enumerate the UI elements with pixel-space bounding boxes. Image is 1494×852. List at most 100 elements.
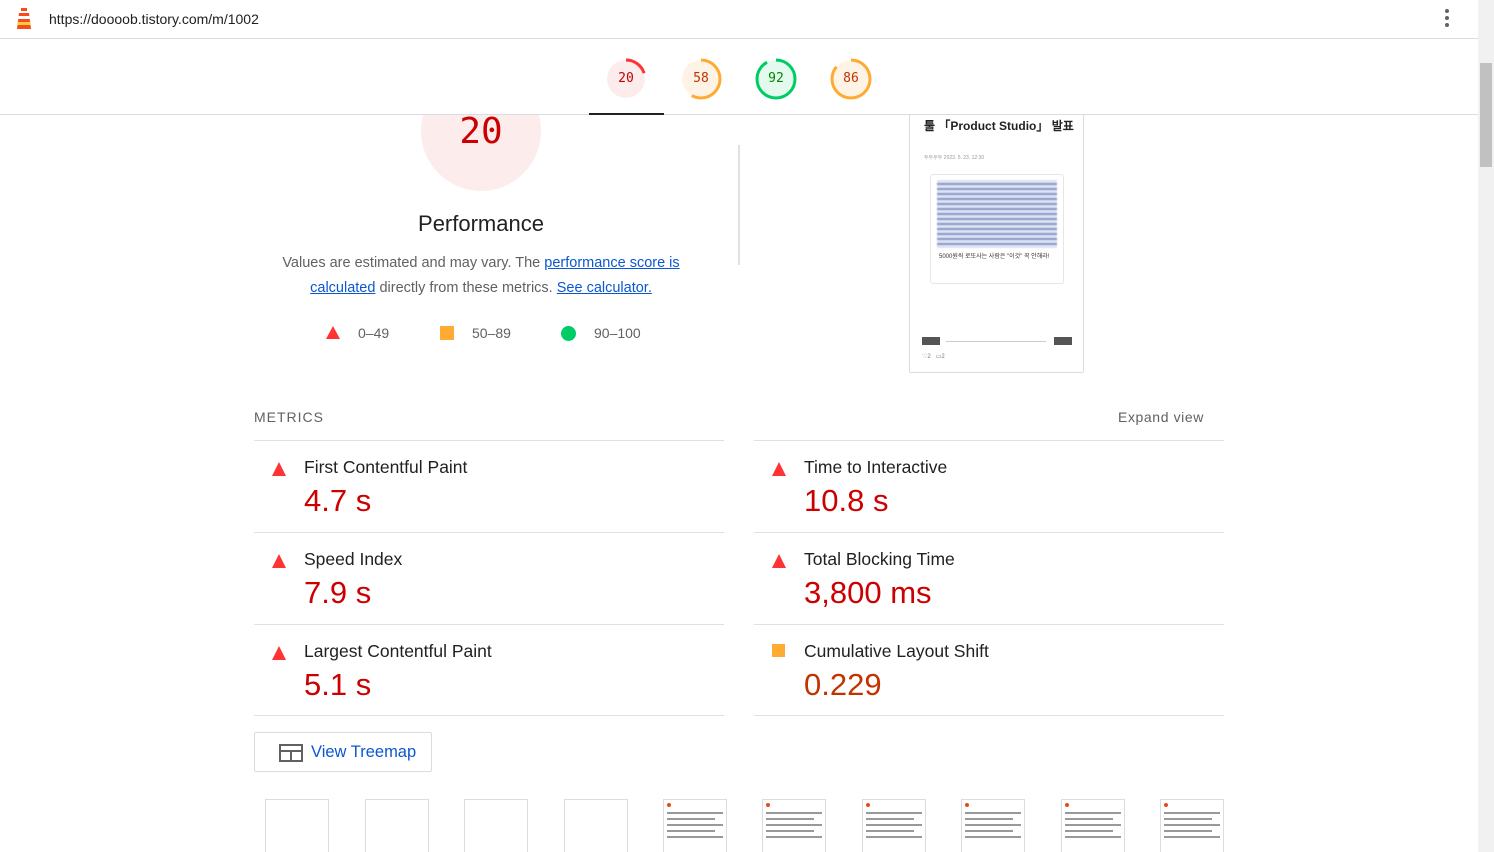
performance-description: Values are estimated and may vary. The p… bbox=[268, 251, 694, 301]
desc-text: Values are estimated and may vary. The bbox=[282, 255, 545, 271]
gauge-background bbox=[682, 60, 720, 98]
triangle-icon bbox=[326, 326, 340, 339]
metric-name: First Contentful Paint bbox=[304, 457, 468, 477]
metric-name: Speed Index bbox=[304, 549, 403, 569]
square-icon bbox=[440, 326, 454, 340]
screenshot-title: 툴 「Product Studio」 발표 bbox=[924, 119, 1074, 133]
lottery-ticket-image bbox=[937, 180, 1057, 248]
metric-name: Total Blocking Time bbox=[804, 549, 955, 569]
filmstrip-frame bbox=[862, 799, 926, 852]
gauge-score: 58 bbox=[693, 71, 709, 86]
treemap-icon bbox=[279, 744, 303, 762]
gauge-background bbox=[757, 60, 795, 98]
filmstrip-frame bbox=[265, 799, 329, 852]
filmstrip-frame bbox=[1160, 799, 1224, 852]
gauge-background bbox=[832, 60, 870, 98]
divider bbox=[254, 440, 724, 441]
desc-text: directly from these metrics. bbox=[375, 280, 557, 296]
screenshot-meta: 두두두두 2023. 5. 23. 12:30 bbox=[924, 155, 985, 161]
metric-value: 10.8 s bbox=[804, 483, 889, 518]
see-calculator-link[interactable]: See calculator. bbox=[556, 280, 652, 296]
metric-largest-contentful-paint: Largest Contentful Paint 5.1 s bbox=[254, 625, 724, 717]
more-vert-icon[interactable] bbox=[1440, 9, 1454, 31]
screenshot-reactions: ♡2 ▭2 bbox=[922, 353, 945, 360]
gauge-score: 86 bbox=[843, 71, 859, 86]
gauge-progress-arc bbox=[680, 58, 722, 100]
gauge-best-practices[interactable]: 92 bbox=[755, 58, 797, 100]
screenshot-caption: 5000원씩 로또사는 사람은 "이것" 꼭 안해라! bbox=[939, 254, 1050, 260]
metric-total-blocking-time: Total Blocking Time 3,800 ms bbox=[754, 533, 1224, 625]
divider bbox=[754, 532, 1224, 533]
metrics-heading: METRICS bbox=[254, 409, 324, 425]
metric-time-to-interactive: Time to Interactive 10.8 s bbox=[754, 441, 1224, 533]
fail-triangle-icon bbox=[272, 646, 286, 660]
divider bbox=[754, 715, 1224, 716]
metric-value: 4.7 s bbox=[304, 483, 372, 518]
vertical-divider bbox=[738, 145, 740, 265]
gauge-score: 92 bbox=[768, 71, 784, 86]
scrollbar-thumb[interactable] bbox=[1480, 63, 1492, 167]
comment-count: ▭2 bbox=[935, 354, 945, 360]
metric-first-contentful-paint: First Contentful Paint 4.7 s bbox=[254, 441, 724, 533]
performance-score-link[interactable]: performance score is calculated bbox=[310, 255, 680, 296]
filmstrip-frame bbox=[365, 799, 429, 852]
average-square-icon bbox=[772, 644, 785, 657]
active-gauge-underline bbox=[589, 113, 664, 115]
metric-name: Cumulative Layout Shift bbox=[804, 641, 989, 661]
sticky-score-header: 20 58 92 86 bbox=[0, 39, 1478, 115]
performance-title: Performance bbox=[418, 211, 544, 236]
screenshot-footer bbox=[922, 337, 1072, 345]
gauge-seo[interactable]: 86 bbox=[830, 58, 872, 100]
filmstrip-frame bbox=[1061, 799, 1125, 852]
metric-value: 0.229 bbox=[804, 667, 882, 702]
divider bbox=[254, 532, 724, 533]
report-url-bar: https://doooob.tistory.com/m/1002 bbox=[0, 0, 1478, 39]
divider bbox=[754, 624, 1224, 625]
page-scrollbar[interactable] bbox=[1478, 0, 1494, 852]
fail-triangle-icon bbox=[272, 554, 286, 568]
lighthouse-icon bbox=[17, 8, 31, 29]
metric-cumulative-layout-shift: Cumulative Layout Shift 0.229 bbox=[754, 625, 1224, 717]
expand-view-toggle[interactable]: Expand view bbox=[1118, 409, 1204, 425]
report-url[interactable]: https://doooob.tistory.com/m/1002 bbox=[49, 11, 259, 27]
gauge-score: 20 bbox=[618, 71, 634, 86]
screenshot-card: 5000원씩 로또사는 사람은 "이것" 꼭 안해라! bbox=[930, 174, 1064, 284]
metric-name: Time to Interactive bbox=[804, 457, 948, 477]
performance-score: 20 bbox=[459, 111, 503, 152]
gauge-arc bbox=[830, 58, 872, 100]
fail-triangle-icon bbox=[772, 462, 786, 476]
gauge-arc bbox=[680, 58, 722, 100]
fail-triangle-icon bbox=[772, 554, 786, 568]
metric-name: Largest Contentful Paint bbox=[304, 641, 492, 661]
legend-label: 90–100 bbox=[594, 325, 641, 341]
metric-value: 5.1 s bbox=[304, 667, 372, 702]
filmstrip-frame bbox=[464, 799, 528, 852]
filmstrip-frame bbox=[762, 799, 826, 852]
filmstrip-frame bbox=[564, 799, 628, 852]
divider bbox=[254, 624, 724, 625]
gauge-progress-arc bbox=[830, 58, 872, 100]
circle-icon bbox=[561, 326, 576, 341]
like-count: ♡2 bbox=[922, 354, 931, 360]
metric-value: 3,800 ms bbox=[804, 575, 932, 610]
divider bbox=[754, 440, 1224, 441]
legend-label: 0–49 bbox=[358, 325, 390, 341]
gauge-accessibility[interactable]: 58 bbox=[680, 58, 722, 100]
gauge-performance[interactable]: 20 bbox=[605, 58, 647, 100]
gauge-progress-arc bbox=[755, 58, 797, 100]
divider bbox=[254, 715, 724, 716]
gauge-progress-arc bbox=[605, 58, 647, 100]
gauge-arc bbox=[605, 58, 647, 100]
filmstrip-frame bbox=[663, 799, 727, 852]
gauge-background bbox=[607, 60, 645, 98]
view-treemap-button[interactable]: View Treemap bbox=[254, 732, 432, 772]
filmstrip-frame bbox=[961, 799, 1025, 852]
metric-value: 7.9 s bbox=[304, 575, 372, 610]
gauge-arc bbox=[755, 58, 797, 100]
final-screenshot[interactable]: 툴 「Product Studio」 발표 두두두두 2023. 5. 23. … bbox=[909, 96, 1084, 373]
metric-speed-index: Speed Index 7.9 s bbox=[254, 533, 724, 625]
view-treemap-label: View Treemap bbox=[311, 743, 417, 761]
fail-triangle-icon bbox=[272, 462, 286, 476]
legend-label: 50–89 bbox=[472, 325, 511, 341]
